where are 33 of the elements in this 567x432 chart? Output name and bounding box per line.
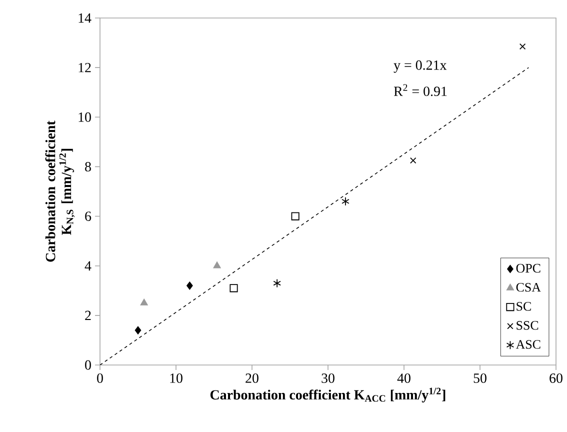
point	[273, 278, 281, 288]
point	[140, 298, 148, 306]
x-tick-label: 10	[170, 373, 182, 383]
y-tick-label: 0	[85, 360, 91, 370]
point	[410, 157, 416, 164]
point	[519, 43, 526, 50]
annotation: R$^{2}$ = 0.91	[394, 84, 447, 96]
x-tick-label: 50	[474, 373, 486, 383]
y-tick-label: 14	[78, 13, 92, 23]
y-tick-label: 4	[84, 261, 92, 270]
annotation: y = 0.21x	[394, 60, 447, 73]
x-tick-label: 40	[397, 373, 410, 383]
x-axis-title: Carbonation coefficient K$_{ACC}$ [mm/y$^{1/2}$]	[210, 388, 446, 402]
point	[342, 196, 350, 206]
y-tick-label: 6	[85, 212, 92, 221]
y-tick-label: 2	[85, 310, 91, 320]
legend-label: ASC	[516, 340, 540, 349]
x-tick-label: 20	[246, 373, 258, 383]
x-tick-label: 30	[322, 373, 334, 383]
legend-label: SSC	[516, 321, 538, 330]
legend-label: CSA	[516, 282, 541, 292]
y-tick-label: 8	[85, 162, 91, 172]
y-tick-label: 12	[78, 62, 91, 72]
point	[230, 284, 238, 292]
legend-label: SC	[516, 302, 531, 311]
legend-label: OPC	[516, 264, 540, 273]
point	[134, 326, 142, 334]
x-tick-label: 0	[97, 373, 103, 383]
x-tick-label: 60	[550, 373, 562, 383]
point	[213, 262, 221, 268]
point	[291, 212, 300, 220]
point	[186, 282, 193, 290]
y-tick-label: 10	[78, 112, 91, 122]
